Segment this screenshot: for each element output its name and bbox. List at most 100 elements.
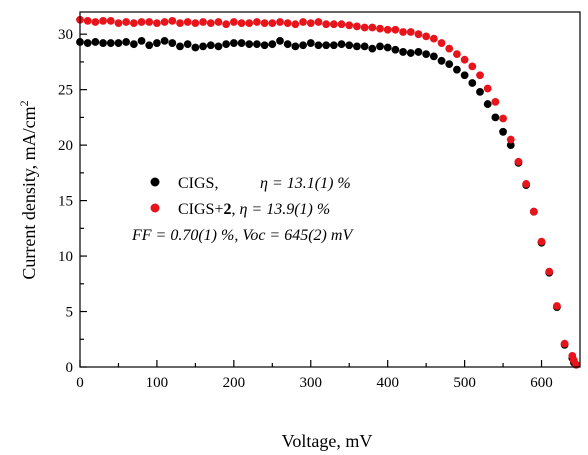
data-point: [445, 44, 454, 53]
legend-name-cigs-2: CIGS+: [178, 201, 223, 218]
legend-label-cigs: CIGS,: [178, 175, 218, 192]
data-point: [153, 19, 161, 27]
data-point: [453, 50, 461, 59]
data-point: [83, 39, 92, 47]
data-point: [168, 16, 177, 25]
data-point: [229, 18, 238, 26]
data-point: [237, 39, 246, 47]
data-point: [429, 52, 438, 61]
data-point: [360, 23, 369, 32]
data-point: [437, 39, 446, 47]
data-point: [522, 180, 531, 188]
data-point: [106, 16, 115, 25]
y-tick-label: 15: [58, 194, 73, 210]
data-point: [437, 56, 446, 65]
data-point: [191, 43, 200, 52]
data-point: [145, 41, 154, 50]
data-point: [406, 49, 415, 57]
data-point: [129, 19, 138, 27]
plot-frame: [79, 11, 581, 368]
x-tick-label: 300: [300, 375, 323, 391]
data-point: [222, 40, 231, 49]
data-point: [491, 113, 500, 122]
data-point: [322, 20, 331, 29]
data-point: [429, 34, 438, 43]
data-point: [329, 41, 338, 50]
y-tick-label: 5: [66, 305, 74, 321]
data-point: [414, 30, 423, 39]
data-point: [399, 28, 407, 36]
data-point: [237, 19, 246, 27]
data-point: [253, 18, 261, 26]
series-cigs-2: [76, 15, 581, 369]
data-point: [291, 42, 300, 51]
series-layer: [76, 15, 581, 369]
data-point: [199, 18, 207, 26]
legend-name-cigs-2-bold: 2: [223, 201, 231, 218]
data-point: [314, 18, 323, 26]
data-point: [214, 42, 223, 51]
x-tick-label: 0: [76, 375, 84, 391]
data-point: [537, 237, 546, 246]
data-point: [314, 41, 323, 50]
data-point: [268, 19, 277, 27]
data-point: [160, 36, 169, 45]
data-point: [283, 19, 292, 27]
data-point: [245, 19, 254, 27]
legend-marker-cigs: [150, 177, 160, 187]
data-point: [283, 40, 292, 49]
data-point: [460, 55, 469, 64]
data-point: [122, 38, 131, 46]
y-axis-label: Current density, mA/cm2: [17, 100, 39, 279]
data-point: [114, 39, 123, 47]
data-point: [368, 44, 377, 53]
legend-comma-cigs-2: ,: [231, 201, 239, 218]
x-tick-label: 200: [223, 375, 246, 391]
data-point: [306, 19, 315, 27]
data-point: [368, 23, 377, 32]
legend-label-cigs-2: CIGS+2, η = 13.9(1) %: [178, 201, 330, 218]
data-point: [422, 32, 431, 41]
data-point: [91, 18, 100, 26]
data-point: [214, 18, 223, 26]
data-point: [483, 100, 492, 108]
data-point: [129, 40, 138, 49]
data-point: [345, 21, 354, 30]
data-point: [160, 18, 169, 26]
data-point: [422, 50, 431, 59]
data-point: [468, 62, 477, 71]
data-point: [183, 18, 192, 26]
data-point: [322, 41, 331, 50]
data-point: [491, 97, 500, 106]
data-point: [183, 40, 192, 49]
data-point: [253, 40, 261, 49]
data-point: [245, 40, 254, 49]
x-tick-label: 100: [146, 375, 169, 391]
data-point: [468, 79, 477, 87]
data-point: [353, 22, 361, 31]
data-point: [514, 157, 523, 166]
fit-annotation: FF = 0.70(1) %, Voc = 645(2) mV: [131, 227, 354, 244]
data-point: [306, 39, 315, 47]
x-tick-label: 600: [530, 375, 553, 391]
data-point: [506, 141, 515, 150]
data-point: [406, 28, 415, 36]
data-point: [329, 20, 338, 29]
data-point: [337, 20, 346, 29]
data-point: [83, 16, 92, 25]
y-axis-label-superscript: 2: [17, 100, 31, 106]
data-point: [460, 71, 469, 80]
y-tick-label: 0: [66, 360, 74, 376]
data-point: [99, 16, 107, 25]
data-point: [206, 19, 215, 27]
y-tick-label: 30: [58, 27, 73, 43]
legend-name-cigs: CIGS: [178, 175, 214, 192]
data-point: [353, 42, 361, 51]
legend-marker-cigs-2: [150, 203, 160, 213]
data-point: [114, 19, 123, 27]
data-point: [483, 84, 492, 93]
y-tick-label: 20: [58, 138, 73, 154]
data-point: [206, 41, 215, 50]
data-point: [499, 114, 507, 123]
